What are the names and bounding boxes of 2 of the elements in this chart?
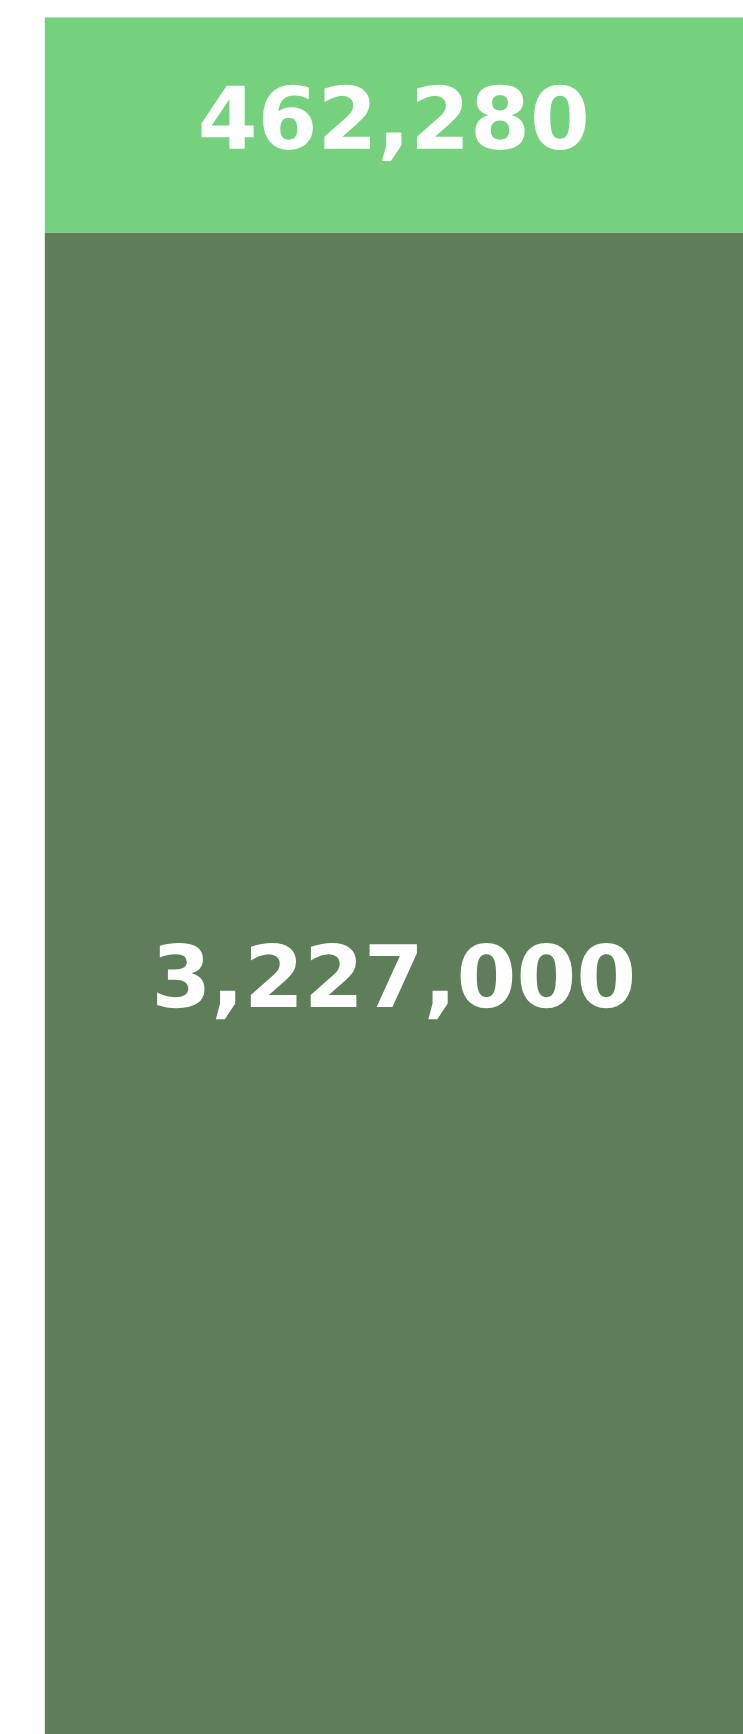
data-label: 462,280 bbox=[201, 84, 586, 161]
data-label: 3,227,000 bbox=[157, 943, 633, 1020]
